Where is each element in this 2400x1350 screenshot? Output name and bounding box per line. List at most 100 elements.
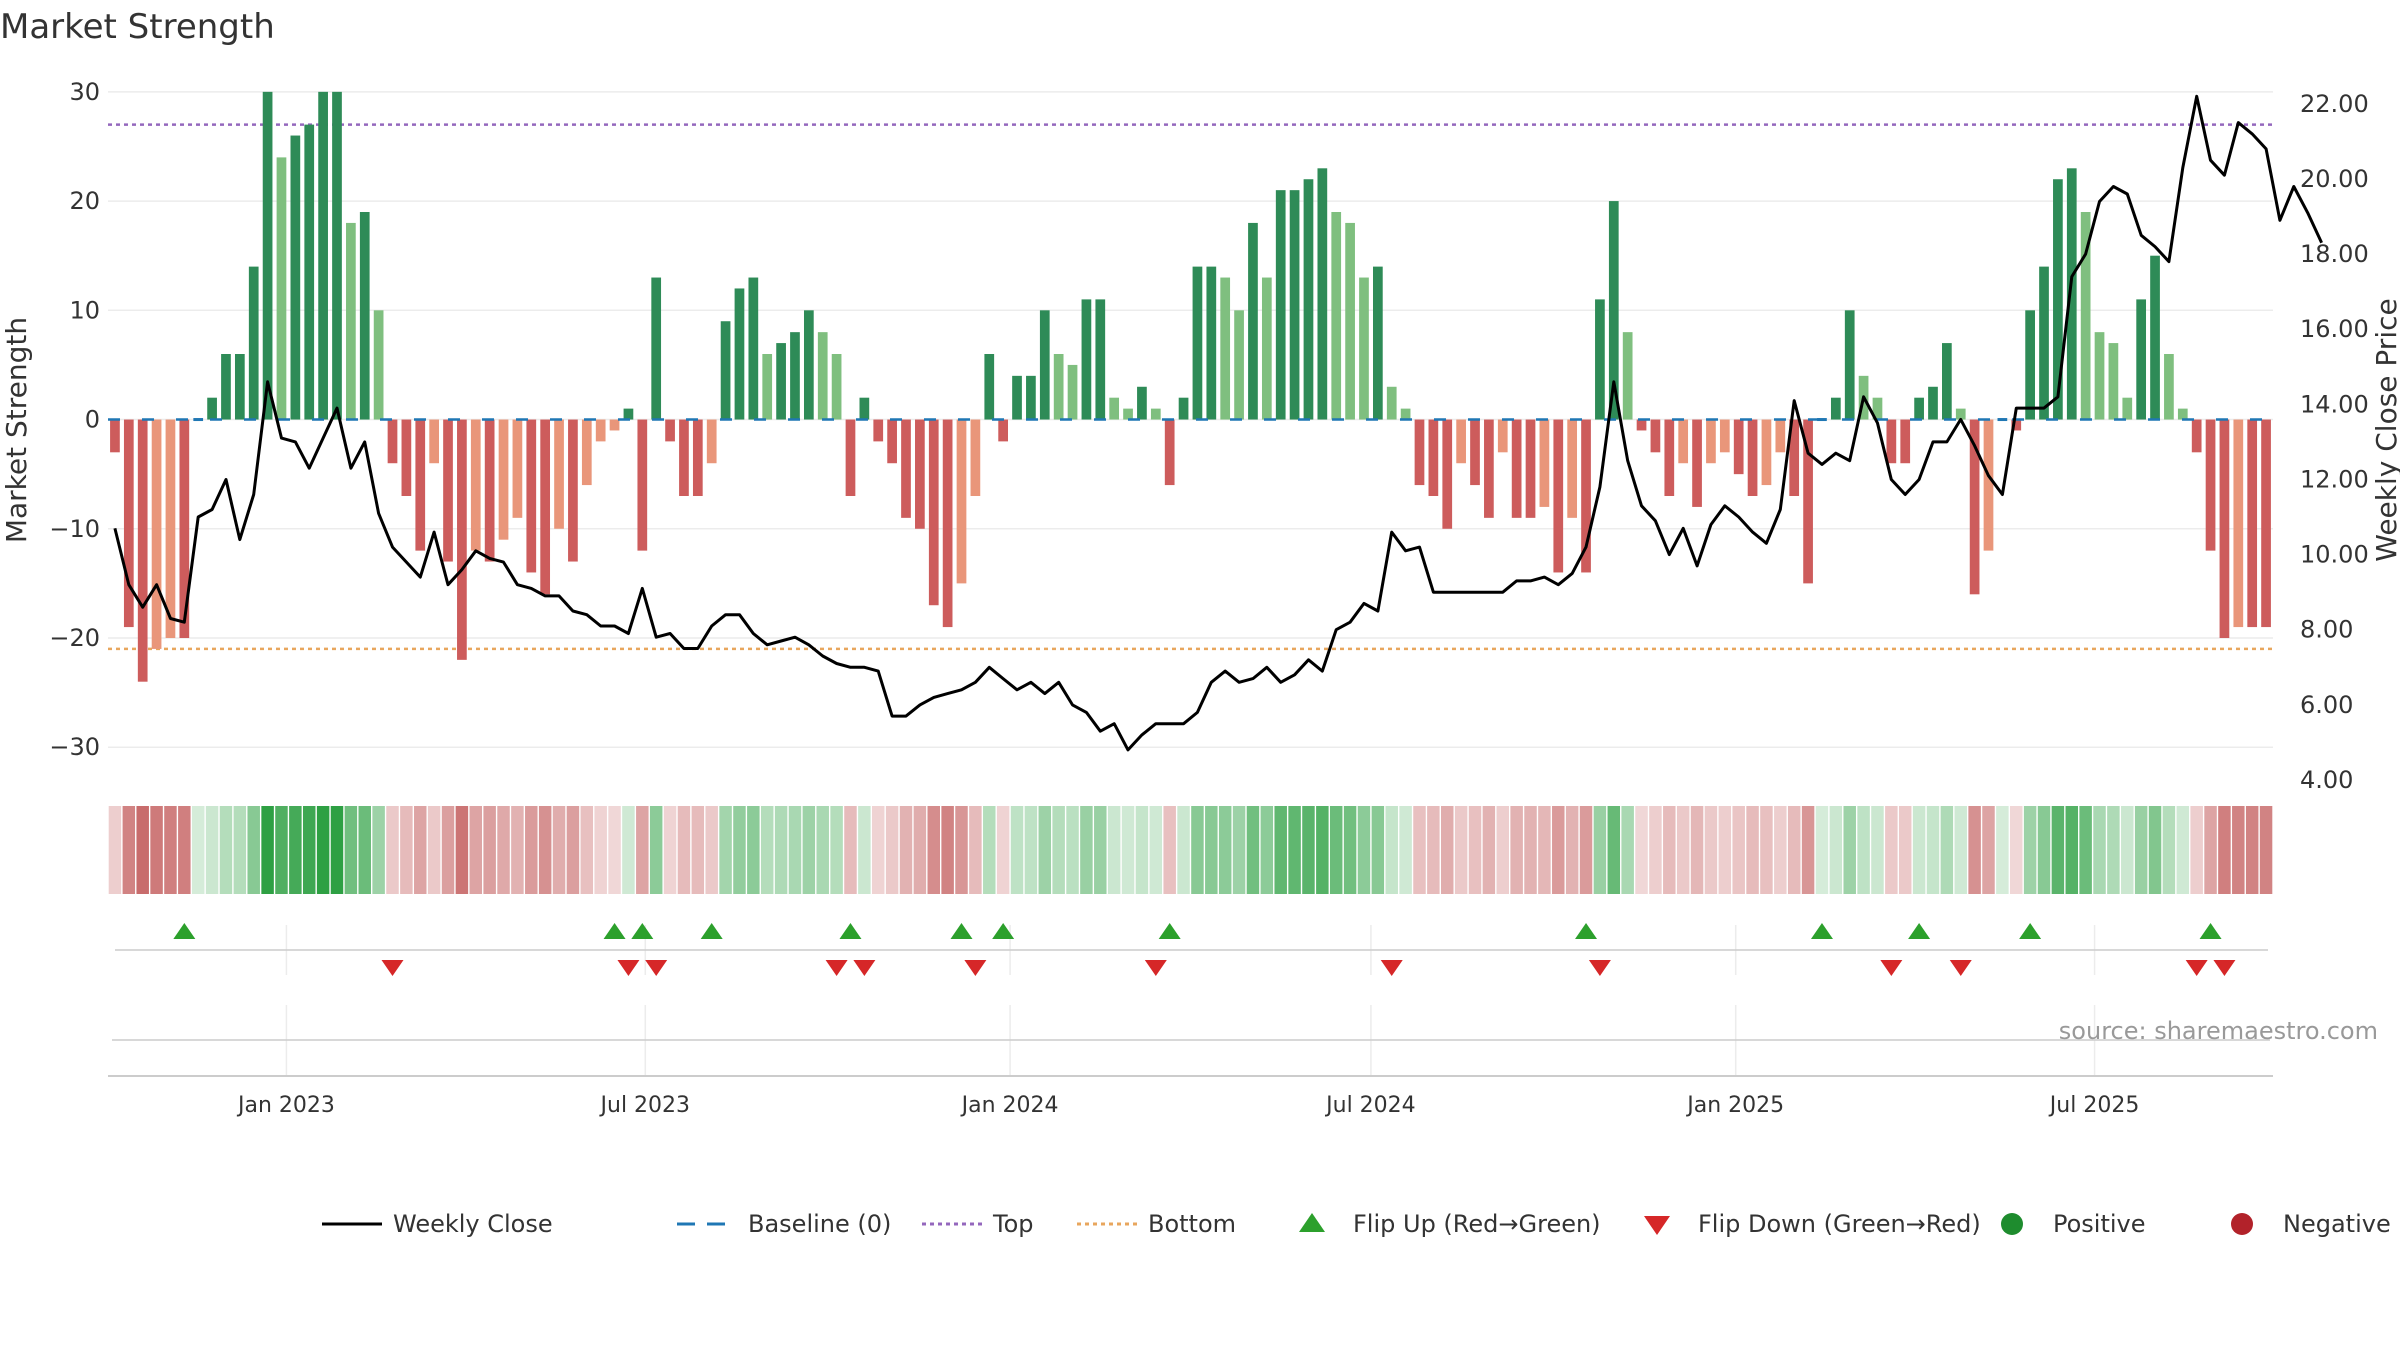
strip-cell bbox=[858, 806, 871, 894]
strip-cell bbox=[1454, 806, 1468, 894]
y2-tick-label: 4.00 bbox=[2300, 766, 2353, 794]
strength-bar bbox=[540, 419, 551, 595]
strength-bar bbox=[1372, 266, 1383, 420]
legend-item: Top bbox=[922, 1210, 1034, 1238]
strip-cell bbox=[469, 806, 483, 894]
strip-cell bbox=[941, 806, 954, 894]
strip-cell bbox=[719, 806, 732, 894]
y2-tick-label: 12.00 bbox=[2300, 465, 2369, 493]
strip-cell bbox=[1663, 806, 1676, 894]
strip-cell bbox=[2245, 806, 2259, 894]
legend-label: Flip Down (Green→Red) bbox=[1698, 1210, 1981, 1238]
strip-cell bbox=[1121, 806, 1135, 894]
strength-bar bbox=[1484, 419, 1494, 518]
strip-cell bbox=[1080, 806, 1093, 894]
strength-bar bbox=[1012, 375, 1022, 420]
strength-bar bbox=[623, 408, 634, 420]
strength-bar bbox=[1317, 168, 1328, 420]
strength-bar bbox=[1497, 419, 1508, 453]
flip-down-marker bbox=[2185, 960, 2208, 976]
strength-bar bbox=[734, 288, 745, 420]
strip-cell bbox=[747, 806, 760, 894]
strength-bar bbox=[1983, 419, 1994, 551]
strength-bar bbox=[1830, 397, 1841, 420]
strength-bar bbox=[1414, 419, 1425, 486]
strip-cell bbox=[1246, 806, 1260, 894]
strength-bar bbox=[1622, 332, 1633, 420]
legend: Weekly Close Baseline (0) Top Bottom Flip Up… bbox=[322, 1210, 2391, 1238]
strip-cell bbox=[1871, 806, 1884, 894]
strength-bar bbox=[1539, 419, 1550, 507]
strength-bar bbox=[873, 419, 884, 442]
strip-cell bbox=[1316, 806, 1329, 894]
flip-down-marker bbox=[1380, 960, 1403, 976]
legend-label: Positive bbox=[2053, 1210, 2146, 1238]
strength-bar bbox=[984, 354, 995, 420]
strip-cell bbox=[1302, 806, 1315, 894]
strip-cell bbox=[552, 806, 566, 894]
strip-cell bbox=[1510, 806, 1523, 894]
strip-cell bbox=[2051, 806, 2065, 894]
strip-cell bbox=[1288, 806, 1301, 894]
strength-bar bbox=[276, 157, 287, 420]
strip-cell bbox=[1579, 806, 1593, 894]
strength-bar bbox=[2122, 397, 2133, 420]
flip-down-marker bbox=[964, 960, 987, 976]
strip-cell bbox=[1149, 806, 1163, 894]
strip-cell bbox=[1774, 806, 1787, 894]
strip-cell bbox=[733, 806, 746, 894]
strip-cell bbox=[1343, 806, 1357, 894]
flip-up-marker bbox=[1575, 923, 1598, 939]
y2-axis-label: Weekly Close Price bbox=[2370, 298, 2400, 561]
strip-cell bbox=[1482, 806, 1496, 894]
strength-bar bbox=[1511, 419, 1522, 518]
strip-cell bbox=[1205, 806, 1218, 894]
strip-cell bbox=[830, 806, 843, 894]
strength-bar bbox=[2039, 266, 2049, 420]
strip-cell bbox=[1829, 806, 1843, 894]
strength-bar bbox=[318, 91, 328, 420]
strength-bar bbox=[762, 354, 773, 420]
strip-cell bbox=[1843, 806, 1856, 894]
strength-bar bbox=[1303, 179, 1314, 420]
strength-bar bbox=[123, 419, 134, 628]
strip-cell bbox=[1607, 806, 1621, 894]
strength-bar bbox=[928, 419, 939, 606]
strength-bar bbox=[498, 419, 509, 540]
strength-bar bbox=[1289, 190, 1300, 420]
strip-cell bbox=[1926, 806, 1940, 894]
strip-cell bbox=[1468, 806, 1482, 894]
strength-bar bbox=[1123, 408, 1133, 420]
strength-bar bbox=[1178, 397, 1189, 420]
source-label: source: sharemaestro.com bbox=[2059, 1017, 2378, 1045]
strip-cell bbox=[178, 806, 191, 894]
strength-bar bbox=[1775, 419, 1786, 453]
strength-bar bbox=[1803, 419, 1813, 584]
strip-cell bbox=[497, 806, 510, 894]
y-tick-label: −20 bbox=[49, 624, 100, 652]
strength-bar bbox=[2205, 419, 2216, 551]
flip-up-marker bbox=[839, 923, 862, 939]
strength-bar bbox=[2066, 168, 2077, 420]
strip-cell bbox=[622, 806, 635, 894]
chart-title: Market Strength bbox=[0, 7, 275, 47]
strip-cell bbox=[1552, 806, 1565, 894]
strip-cell bbox=[1746, 806, 1759, 894]
legend-item: Baseline (0) bbox=[677, 1210, 891, 1238]
strength-bar bbox=[1275, 190, 1286, 420]
strip-cell bbox=[2121, 806, 2134, 894]
flip-down-marker bbox=[1880, 960, 1903, 976]
strength-bar bbox=[1525, 419, 1536, 518]
strength-bar bbox=[637, 419, 648, 551]
strength-bar bbox=[831, 354, 842, 420]
flip-up-marker bbox=[631, 923, 654, 939]
y2-tick-label: 8.00 bbox=[2300, 616, 2353, 644]
strip-cell bbox=[2218, 806, 2231, 894]
strength-bar bbox=[373, 310, 384, 420]
strip-cell bbox=[1690, 806, 1704, 894]
strength-bar bbox=[1872, 397, 1883, 420]
strength-bar bbox=[1761, 419, 1772, 486]
strength-bar bbox=[137, 419, 148, 682]
strength-bar bbox=[2080, 212, 2091, 420]
strip-cell bbox=[1441, 806, 1454, 894]
